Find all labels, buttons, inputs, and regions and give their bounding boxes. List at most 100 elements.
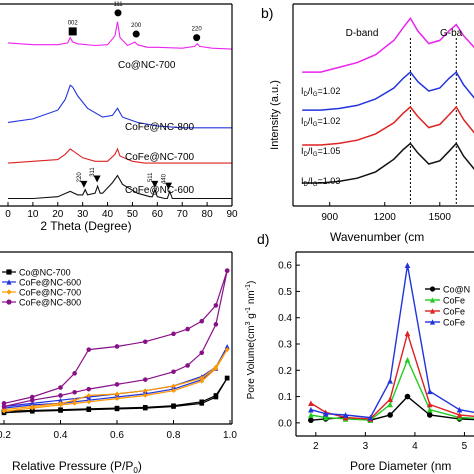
pore-series-point-4: [456, 406, 463, 413]
isotherm-point-co-nc-700: [171, 403, 176, 409]
peak-marker-triangle: [151, 180, 159, 188]
isotherm-point-cofe-nc-800: [199, 350, 205, 356]
peak-marker-square: [68, 27, 77, 36]
pore-series-line-4: [310, 264, 474, 419]
isotherm-point-co-nc-700: [58, 407, 63, 412]
panel-c-x-tick-label: 0.6: [110, 430, 124, 441]
isotherm-line-cofe-nc-700: [3, 349, 228, 412]
series-line-cofe-nc-700: [7, 147, 232, 164]
legend-label-cofe-nc-800: CoFe@NC-800: [19, 298, 81, 308]
isotherm-point-cofe-nc-600: [58, 397, 63, 403]
raman-series-line-2: [302, 70, 474, 111]
series-label-co-nc-700: Co@NC-700: [118, 60, 176, 71]
panel-d-pore-distribution-chart: 0.00.10.20.30.40.50.62 3 4 5 Co@NCoFeCoFeCo…: [245, 231, 474, 473]
pore-series-point-4: [367, 414, 374, 421]
legend-marker-cofe-nc-600: [6, 279, 12, 285]
panel-a-x-tick-label: 60: [152, 209, 164, 220]
panel-b-y-axis-title: Intensity (a.u.): [269, 80, 281, 150]
panel-a-x-tick-label: 40: [102, 209, 114, 220]
pore-legend-marker-3: [429, 308, 436, 314]
isotherm-point-cofe-nc-800: [142, 377, 148, 382]
pore-series-point-3: [308, 400, 314, 406]
pore-legend-label-1: Co@N: [443, 285, 470, 295]
raman-series-line-1: [302, 16, 474, 73]
pore-series-point-2: [308, 412, 314, 418]
peak-label-002: 002: [68, 20, 79, 26]
isotherm-point-cofe-nc-800: [185, 326, 190, 332]
isotherm-point-cofe-nc-700: [142, 388, 148, 394]
pore-series-point-1: [404, 393, 411, 400]
isotherm-point-cofe-nc-700: [86, 393, 92, 398]
peak-marker-triangle: [80, 180, 88, 188]
isotherm-point-cofe-nc-700: [199, 375, 205, 381]
isotherm-point-cofe-nc-800: [1, 404, 7, 409]
panel-b-raman-chart: 900 1200 1500 b) D-band G-ba Intensity (a.…: [261, 3, 474, 244]
pore-series-point-2: [426, 406, 433, 413]
panel-d-y-tick-label: 0.4: [278, 313, 292, 324]
legend-marker-cofe-nc-800: [6, 299, 12, 305]
panel-d-x-axis-title: Pore Diameter (nm: [350, 459, 451, 473]
panel-b-series-layer: [302, 16, 474, 206]
panel-a-x-tick-label: 30: [77, 209, 89, 220]
panel-a-x-tick-label: 50: [127, 209, 139, 220]
isotherm-point-cofe-nc-800: [199, 318, 205, 324]
ratio-label-4: ID/IG=1.03: [301, 176, 340, 188]
isotherm-point-cofe-nc-600: [29, 401, 35, 406]
pore-legend-label-2: CoFe: [443, 296, 465, 306]
isotherm-point-cofe-nc-800: [213, 303, 219, 308]
isotherm-point-cofe-nc-800: [185, 363, 190, 368]
panel-b-x-tick-label: 900: [321, 212, 338, 223]
panel-a-series-layer: [7, 21, 233, 200]
isotherm-point-cofe-nc-800: [86, 386, 92, 392]
panel-c-x-axis-title: Relative Pressure (P/P0): [12, 459, 142, 474]
panel-c-x-tick-label: 0.2: [0, 430, 11, 441]
pore-series-line-2: [310, 357, 474, 421]
legend-marker-cofe-nc-700: [6, 289, 12, 295]
panel-c-x-tick-label: 0.8: [167, 430, 181, 441]
panel-d-y-tick-label: 0.0: [278, 418, 292, 429]
pore-legend-marker-1: [429, 286, 436, 292]
isotherm-point-cofe-nc-800: [72, 390, 77, 395]
isotherm-point-cofe-nc-700: [224, 347, 230, 352]
peak-marker-circle: [193, 34, 201, 42]
isotherm-point-cofe-nc-700: [199, 378, 205, 384]
isotherm-point-cofe-nc-700: [58, 401, 63, 406]
isotherm-point-cofe-nc-700: [72, 397, 77, 403]
panel-c-x-tick-label: 0.4: [54, 430, 68, 441]
peak-marker-circle: [114, 9, 122, 17]
panel-d-y-tick-label: 0.5: [278, 287, 292, 298]
isotherm-point-cofe-nc-700: [171, 383, 176, 389]
isotherm-point-co-nc-700: [213, 393, 219, 398]
isotherm-point-cofe-nc-700: [1, 407, 7, 412]
pore-series-point-4: [342, 412, 349, 418]
panel-d-x-tick-label: 4: [412, 441, 418, 452]
pore-series-line-3: [310, 330, 474, 420]
peak-label-111: 111: [113, 2, 123, 8]
pore-series-point-2: [387, 401, 393, 408]
panel-b-x-axis-title: Wavenumber (cm: [330, 230, 424, 244]
panel-c-x-tick-label: 1.0: [223, 430, 237, 441]
isotherm-point-cofe-nc-700: [86, 399, 92, 405]
panel-b-label: b): [261, 5, 273, 21]
panel-c-series-layer: [1, 268, 230, 416]
panel-d-y-axis-title: Pore Volume(cm3 g-1 nm-1): [245, 281, 257, 400]
isotherm-point-cofe-nc-700: [142, 393, 148, 398]
pore-legend-label-4: CoFe: [443, 318, 465, 328]
pore-series-point-4: [387, 378, 393, 384]
isotherm-point-cofe-nc-700: [29, 404, 35, 409]
pore-series-point-1: [308, 417, 314, 424]
pore-series-point-2: [404, 356, 411, 363]
isotherm-point-cofe-nc-800: [58, 385, 63, 390]
peak-label-311: 311: [90, 167, 96, 177]
pore-series-point-1: [426, 412, 433, 418]
series-line-co-nc-700: [7, 21, 233, 50]
isotherm-point-cofe-nc-800: [171, 331, 176, 337]
series-label-cofe-nc-800: CoFe@NC-800: [125, 122, 195, 133]
panel-d-label: d): [257, 231, 269, 247]
isotherm-point-cofe-nc-800: [213, 322, 219, 327]
peak-label-511: 511: [148, 172, 154, 182]
isotherm-point-co-nc-700: [199, 399, 205, 405]
panel-d-axes: 0.0 0.1 0.2 0.3 0.4 0.5 0.6 2 3 4 5: [278, 251, 474, 452]
isotherm-point-cofe-nc-800: [142, 339, 148, 345]
isotherm-point-cofe-nc-800: [72, 371, 77, 376]
